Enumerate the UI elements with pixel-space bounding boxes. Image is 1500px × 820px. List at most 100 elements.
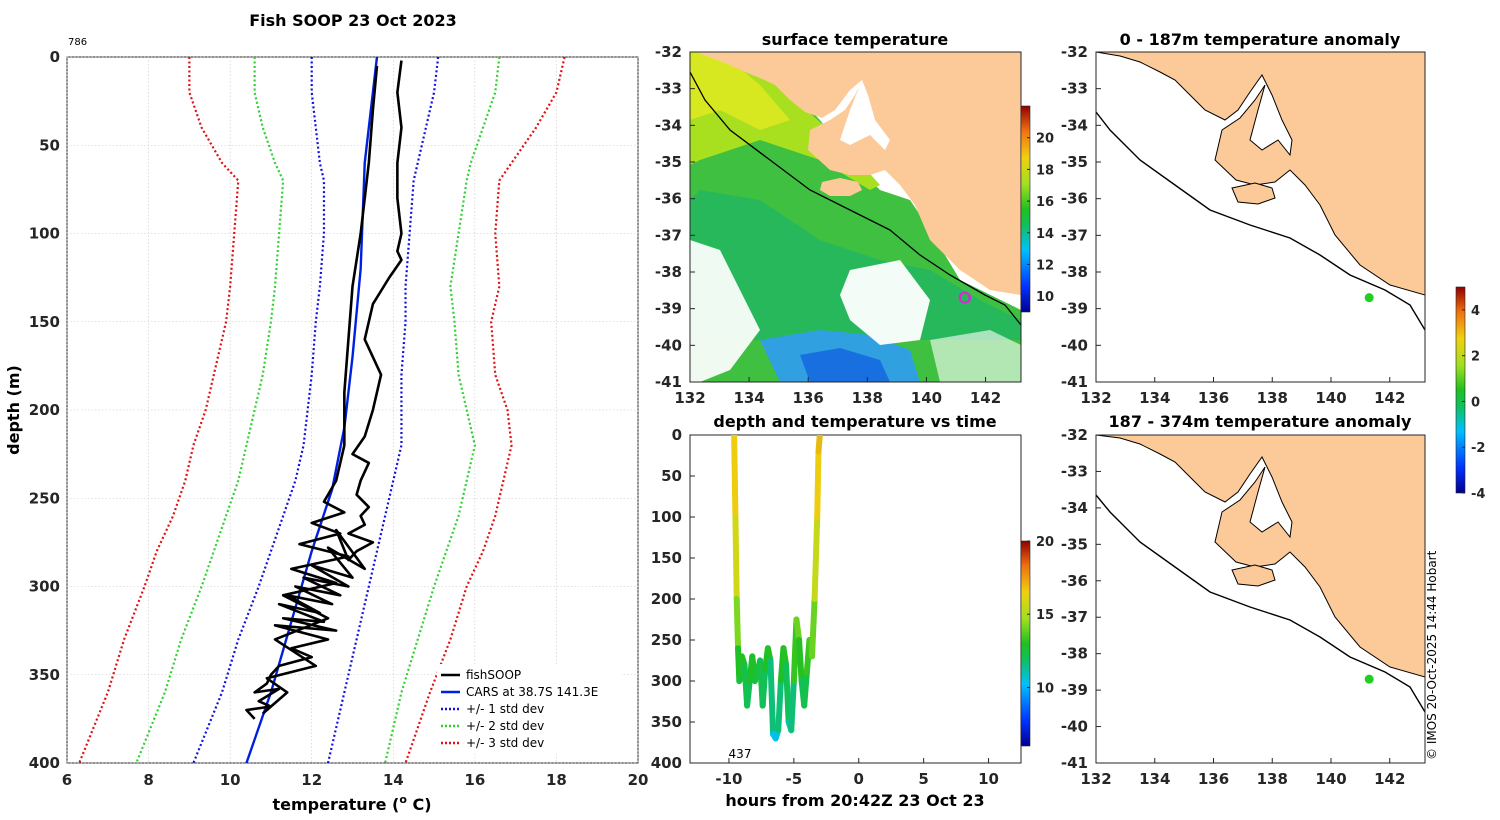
anomaly1-ytick-label: -35 [1061, 153, 1088, 171]
surface-xtick-label: 134 [733, 389, 764, 407]
timeseries-ytick-label: 350 [651, 713, 682, 731]
anomaly-cb-tick-label: -2 [1471, 441, 1485, 456]
anomaly1-xtick-label: 132 [1080, 389, 1111, 407]
timeseries-segment [793, 616, 803, 643]
anomaly2-ytick-label: -41 [1061, 754, 1088, 772]
surface-ship-marker [958, 291, 972, 304]
profile-std-lines [78, 57, 566, 763]
surface-colorbar [1020, 105, 1031, 313]
anomaly2-ytick-label: -39 [1061, 681, 1088, 699]
timeseries-segment [796, 637, 805, 684]
legend-label-cars: CARS at 38.7S 141.3E [466, 685, 598, 699]
surface-colorbar-ticks: 10 12 14 16 18 20 [1027, 132, 1054, 305]
profile-ytick-label: 250 [29, 489, 60, 507]
anomaly1-ytick-label: -40 [1061, 336, 1088, 354]
anomaly1-ytick-label: -34 [1061, 116, 1088, 134]
timeseries-cb-tick-label: 15 [1036, 608, 1054, 623]
timeseries-ytick-label: 300 [651, 672, 682, 690]
legend-label-std1: +/- 1 std dev [466, 702, 544, 716]
surface-panel: 132 134 136 138 140 142 -32 -33 -34 -35 -36 -37 -38 -… [655, 30, 1054, 407]
anomaly2-ytick-label: -34 [1061, 499, 1088, 517]
anomaly2-ship-marker [1364, 674, 1374, 684]
surface-ytick-label: -36 [655, 190, 682, 208]
surface-xtick-label: 138 [852, 389, 883, 407]
surface-xtick-label: 140 [911, 389, 942, 407]
timeseries-segment [775, 678, 784, 734]
profile-xtick-label: 10 [220, 771, 241, 789]
timeseries-segment [814, 448, 822, 520]
profile-std-line-p2 [384, 57, 501, 763]
surface-field [690, 52, 1021, 382]
surface-xtick-label: 132 [674, 389, 705, 407]
surface-land [696, 52, 1021, 295]
legend-label-std3: +/- 3 std dev [466, 736, 544, 750]
timeseries-ytick-label: 400 [651, 754, 682, 772]
profile-fishsoop-series-1 [261, 65, 379, 715]
surface-cb-tick-label: 12 [1036, 258, 1054, 273]
sst-region-teal [690, 190, 1021, 340]
surface-ytick-label: -39 [655, 300, 682, 318]
timeseries-segment [788, 678, 797, 734]
profile-corner-label: 786 [68, 37, 87, 48]
legend-label-fishsoop: fishSOOP [466, 668, 521, 682]
surface-cb-tick-label: 14 [1036, 227, 1054, 242]
anomaly-cb-tick-label: 2 [1471, 350, 1480, 365]
anomaly2-ytick-label: -36 [1061, 572, 1088, 590]
anomaly1-xtick-label: 138 [1257, 389, 1288, 407]
surface-ytick-label: -37 [655, 226, 682, 244]
timeseries-ytick-label: 150 [651, 549, 682, 567]
anomaly1-isobath [1096, 111, 1425, 331]
timeseries-annotation: 437 [729, 747, 752, 761]
timeseries-cb-tick-label: 10 [1036, 681, 1054, 696]
anomaly1-panel: 132 134 136 138 140 142 -32 -33 -34 -35 -36 -37 -38 -… [1061, 30, 1486, 502]
surface-cb-tick-label: 18 [1036, 163, 1054, 178]
timeseries-segment [744, 678, 753, 709]
anomaly2-xtick-label: 138 [1257, 770, 1288, 788]
timeseries-segment [759, 665, 769, 709]
profile-xtick-label: 14 [383, 771, 404, 789]
timeseries-segment [732, 514, 740, 602]
timeseries-axes-box [689, 434, 1022, 764]
anomaly1-ytick-label: -36 [1061, 190, 1088, 208]
profile-xtick-label: 16 [464, 771, 485, 789]
surface-ytick-label: -33 [655, 80, 682, 98]
anomaly1-ytick-label: -32 [1061, 43, 1088, 61]
timeseries-ytick-label: 200 [651, 590, 682, 608]
profile-std-line-m1 [192, 57, 326, 763]
anomaly2-xtick-label: 136 [1198, 770, 1229, 788]
timeseries-segment [733, 596, 742, 652]
profile-ytick-label: 100 [29, 225, 60, 243]
profile-std-line-p1 [326, 57, 440, 763]
anomaly-colorbar-ticks: 4 2 0 -2 -4 [1462, 304, 1485, 502]
anomaly1-ship-marker [1364, 293, 1374, 303]
anomaly2-ytick-label: -37 [1061, 608, 1088, 626]
anomaly2-ytick-label: -32 [1061, 426, 1088, 444]
timeseries-ytick-label: 250 [651, 631, 682, 649]
surface-xtick-label: 136 [793, 389, 824, 407]
surface-ytick-label: -38 [655, 263, 682, 281]
surface-cb-tick-label: 20 [1036, 132, 1054, 147]
legend-box [437, 664, 621, 754]
anomaly2-title: 187 - 374m temperature anomaly [1109, 412, 1412, 431]
anomaly-colorbar [1455, 286, 1466, 494]
profile-grid [66, 56, 639, 764]
profile-xlabel-sup: o [399, 793, 407, 806]
anomaly2-ytick-label: -40 [1061, 718, 1088, 736]
profile-ytick-label: 400 [29, 754, 60, 772]
anomaly2-ytick-label: -33 [1061, 462, 1088, 480]
timeseries-track [731, 435, 823, 742]
profile-fishsoop-lines [245, 60, 403, 720]
anomaly-cb-tick-label: 4 [1471, 304, 1480, 319]
timeseries-xtick-label: 5 [918, 770, 928, 788]
anomaly2-ytick-label: -35 [1061, 535, 1088, 553]
profile-std-line-m2 [135, 57, 285, 763]
timeseries-xlabel: hours from 20:42Z 23 Oct 23 [725, 791, 984, 810]
profile-ytick-label: 150 [29, 313, 60, 331]
anomaly1-ytick-label: -38 [1061, 263, 1088, 281]
profile-xlabel: temperature (o C) [272, 793, 431, 814]
surface-isobath [690, 71, 1021, 326]
surface-island [820, 178, 862, 196]
anomaly1-land [1096, 52, 1425, 296]
